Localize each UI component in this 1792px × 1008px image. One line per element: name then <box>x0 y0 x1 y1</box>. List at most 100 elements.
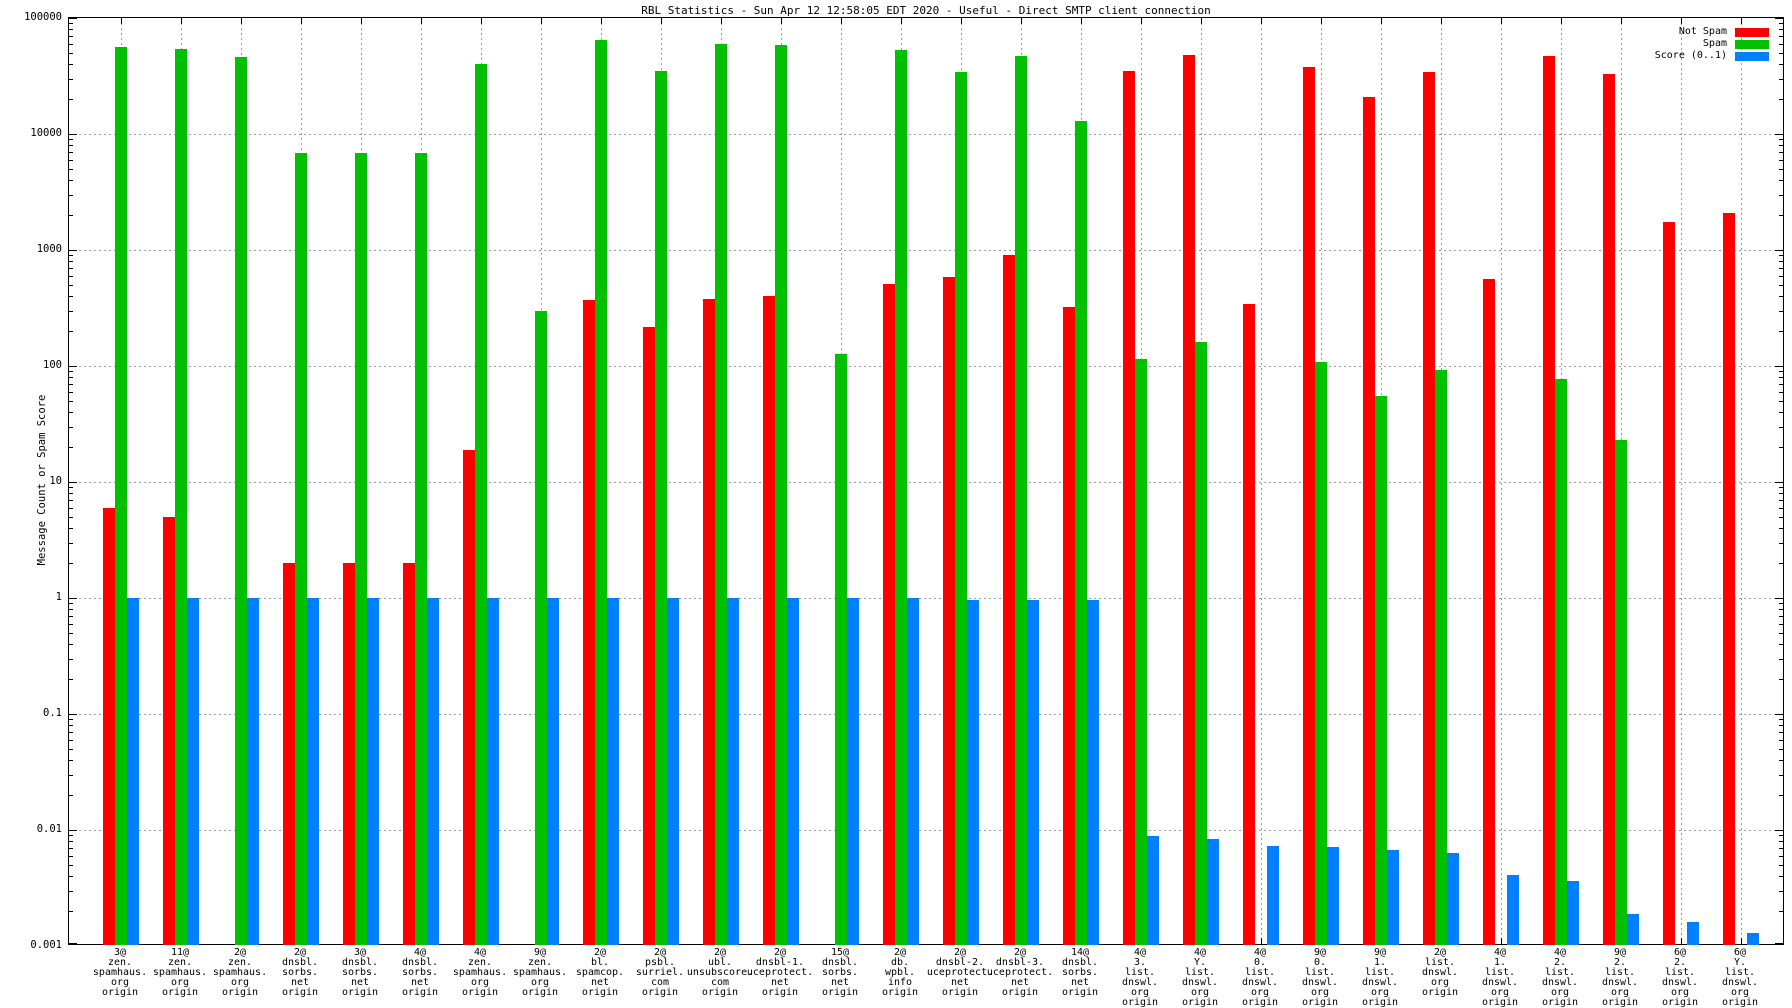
x-category-line: 4@ <box>1493 947 1507 958</box>
y-minor-tick <box>1779 391 1783 393</box>
x-category-line: dnsbl-3. <box>995 957 1045 968</box>
y-minor-tick <box>1779 493 1783 495</box>
x-tick-top <box>361 18 362 24</box>
x-category-label: 3@ zen. spamhaus. org origin <box>93 948 147 998</box>
x-category-label: 4@ Y. list. dnswl. org origin <box>1182 948 1218 1008</box>
y-major-tick <box>1775 366 1783 367</box>
x-category-label: 6@ Y. list. dnswl. org origin <box>1722 948 1758 1008</box>
x-category-line: org <box>1430 977 1450 988</box>
x-category-line: zen. <box>227 957 253 968</box>
y-major-tick <box>1775 482 1783 483</box>
x-category-line: sorbs. <box>281 967 319 978</box>
x-category-line: list. <box>1424 957 1456 968</box>
y-minor-tick <box>1779 43 1783 45</box>
x-category-line: 2@ <box>233 947 247 958</box>
x-category-line: list. <box>1484 967 1516 978</box>
y-tick-label: 1000 <box>36 243 62 255</box>
x-category-line: 3@ <box>113 947 127 958</box>
h-gridline <box>69 249 1783 251</box>
y-major-tick <box>1775 598 1783 599</box>
y-minor-tick <box>1779 739 1783 741</box>
x-category-label: 4@ zen. spamhaus. org origin <box>453 948 507 998</box>
x-category-line: origin <box>1061 987 1099 998</box>
x-category-line: list. <box>1184 967 1216 978</box>
y-minor-tick <box>1779 426 1783 428</box>
y-minor-tick <box>1779 499 1783 501</box>
y-minor-tick <box>1779 145 1783 147</box>
x-tick-top <box>1741 18 1742 24</box>
y-tick-label: 10000 <box>30 127 62 139</box>
x-category-line: dnswl. <box>1181 977 1219 988</box>
x-category-line: sorbs. <box>341 967 379 978</box>
x-category-line: dnswl. <box>1601 977 1639 988</box>
bar-not-spam <box>763 295 775 945</box>
y-minor-tick <box>1779 542 1783 544</box>
x-category-line: origin <box>1421 987 1459 998</box>
bar-not-spam <box>1123 70 1135 945</box>
x-category-line: psbl. <box>644 957 676 968</box>
x-category-line: spamhaus. <box>452 967 508 978</box>
y-minor-tick <box>69 760 73 762</box>
y-minor-tick <box>69 774 73 776</box>
y-major-tick <box>1775 830 1783 831</box>
x-category-line: org <box>170 977 190 988</box>
x-tick-top <box>1321 18 1322 24</box>
y-minor-tick <box>1779 78 1783 80</box>
bar-not-spam <box>1063 307 1075 945</box>
bar-not-spam <box>703 298 715 945</box>
bar-not-spam <box>1363 96 1375 945</box>
x-category-line: org <box>1730 987 1750 998</box>
y-minor-tick <box>1779 528 1783 530</box>
v-gridline <box>1500 18 1502 944</box>
y-minor-tick <box>1779 255 1783 257</box>
bar-score <box>1447 853 1459 945</box>
bar-score <box>1327 847 1339 945</box>
bar-not-spam <box>463 449 475 945</box>
x-category-line: origin <box>341 987 379 998</box>
bar-score <box>1207 839 1219 945</box>
y-minor-tick <box>1779 679 1783 681</box>
x-category-line: origin <box>1121 997 1159 1008</box>
y-major-tick <box>1775 714 1783 715</box>
x-category-line: 2@ <box>893 947 907 958</box>
y-minor-tick <box>1779 52 1783 54</box>
y-major-tick <box>1775 18 1783 19</box>
y-minor-tick <box>69 331 73 333</box>
x-tick-top <box>781 18 782 24</box>
x-category-line: 9@ <box>1313 947 1327 958</box>
y-minor-tick <box>69 603 73 605</box>
x-category-line: org <box>1550 987 1570 998</box>
x-category-line: 4@ <box>413 947 427 958</box>
y-minor-tick <box>1779 99 1783 101</box>
bar-not-spam <box>883 283 895 945</box>
x-category-label: 4@ 3. list. dnswl. org origin <box>1122 948 1158 1008</box>
x-category-line: zen. <box>467 957 493 968</box>
y-minor-tick <box>69 391 73 393</box>
x-category-line: origin <box>101 987 139 998</box>
bar-score <box>1747 932 1759 945</box>
y-minor-tick <box>1779 447 1783 449</box>
bar-spam <box>1375 396 1387 945</box>
y-minor-tick <box>69 731 73 733</box>
x-category-label: 6@ 2. list. dnswl. org origin <box>1662 948 1698 1008</box>
x-category-line: 1. <box>1373 957 1387 968</box>
bar-score <box>727 598 739 945</box>
x-category-line: uceprotect. <box>926 967 994 978</box>
y-minor-tick <box>1779 35 1783 37</box>
x-category-line: org <box>230 977 250 988</box>
x-category-line: net <box>410 977 430 988</box>
bar-spam <box>1555 378 1567 945</box>
y-minor-tick <box>1779 890 1783 892</box>
x-category-line: dnsbl. <box>821 957 859 968</box>
bar-not-spam <box>1483 279 1495 945</box>
bar-score <box>667 598 679 945</box>
x-tick-top <box>1261 18 1262 24</box>
x-category-line: org <box>1190 987 1210 998</box>
x-category-line: spamhaus. <box>92 967 148 978</box>
y-minor-tick <box>1779 725 1783 727</box>
y-minor-tick <box>69 855 73 857</box>
legend-swatch-spam <box>1735 39 1769 49</box>
x-category-line: dnswl. <box>1661 977 1699 988</box>
x-category-line: list. <box>1124 967 1156 978</box>
y-minor-tick <box>1779 310 1783 312</box>
